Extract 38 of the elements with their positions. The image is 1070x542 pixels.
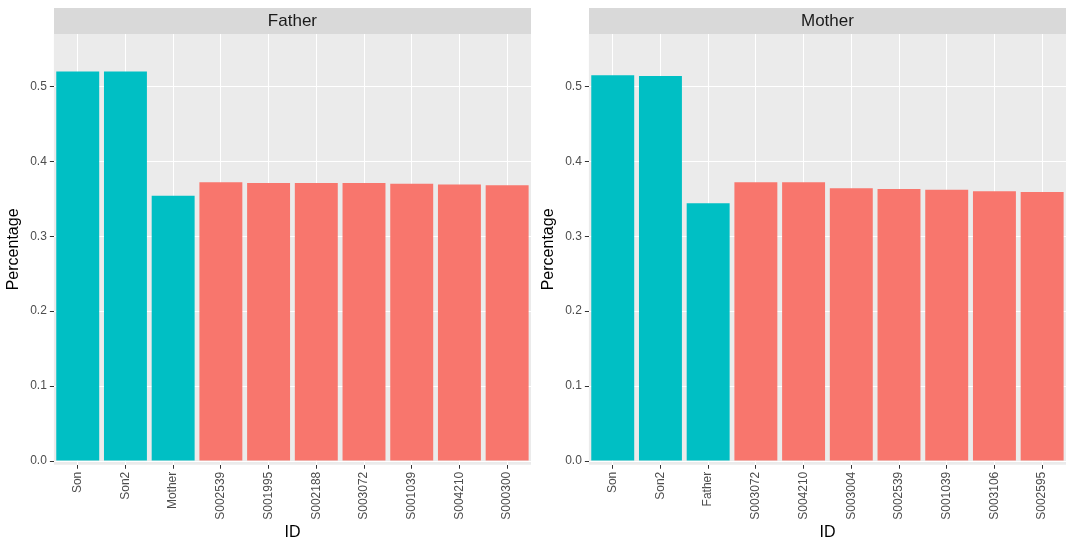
y-tick-label: 0.5: [565, 78, 583, 93]
x-tick-label: Mother: [165, 471, 180, 510]
y-tick-label: 0.0: [565, 453, 583, 468]
x-tick-label: S001995: [260, 471, 275, 520]
x-tick-label: Son: [70, 471, 85, 494]
y-tick-label: 0.0: [30, 453, 48, 468]
x-tick-label: S002188: [308, 471, 323, 520]
y-tick-label: 0.4: [565, 153, 583, 168]
y-tick-label: 0.1: [30, 378, 48, 393]
x-tick-label: S003072: [748, 471, 763, 520]
x-tick-label: S003106: [986, 471, 1001, 520]
chart-title: Mother: [588, 8, 1066, 34]
x-tick-label: Father: [700, 471, 715, 507]
x-tick-label: S002595: [1034, 471, 1049, 520]
x-tick-label: Son: [605, 471, 620, 494]
chart-title: Father: [53, 8, 531, 34]
x-tick-label: S000300: [499, 471, 514, 520]
x-axis-title: ID: [819, 522, 836, 540]
y-tick-label: 0.3: [565, 228, 583, 243]
y-tick-label: 0.2: [30, 303, 48, 318]
y-axis-title: Percentage: [539, 208, 557, 291]
x-tick-label: S003004: [843, 471, 858, 520]
y-tick-label: 0.1: [565, 378, 583, 393]
x-tick-label: S001039: [939, 471, 954, 520]
x-tick-label: S003072: [356, 471, 371, 520]
x-tick-label: S004210: [795, 471, 810, 520]
x-tick-label: S004210: [451, 471, 466, 520]
x-tick-label: Son2: [652, 471, 667, 500]
x-tick-label: S002539: [213, 471, 228, 520]
y-tick-label: 0.5: [30, 78, 48, 93]
y-tick-label: 0.4: [30, 153, 48, 168]
x-axis-title: ID: [284, 522, 301, 540]
y-tick-label: 0.2: [565, 303, 583, 318]
y-tick-label: 0.3: [30, 228, 48, 243]
x-tick-label: S001039: [404, 471, 419, 520]
x-tick-label: S002539: [891, 471, 906, 520]
x-tick-label: Son2: [117, 471, 132, 500]
y-axis-title: Percentage: [4, 208, 22, 291]
